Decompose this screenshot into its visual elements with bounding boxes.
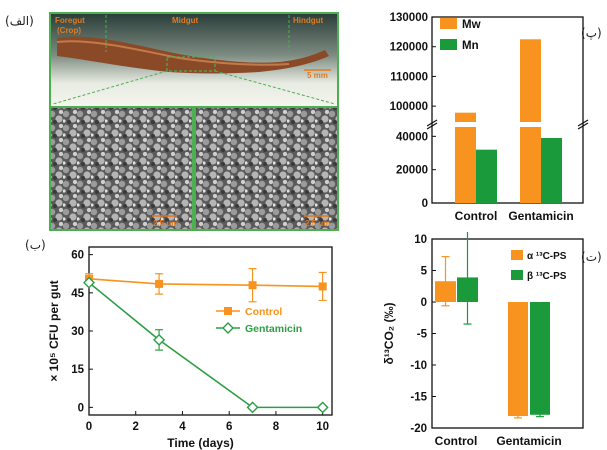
- y-tick-label: -5: [417, 329, 428, 341]
- molecular-weight-bar-chart: 0 20000 40000 100000 110000 120000 130000 Mw Mn C…: [390, 12, 589, 223]
- y-tick-label: 15: [71, 364, 84, 376]
- panel-label-a: (الف): [5, 14, 34, 28]
- midgut-label: Midgut: [172, 16, 199, 25]
- plot-frame: [431, 238, 584, 429]
- y-tick-label: 120000: [390, 42, 428, 54]
- y-tick-label: 40000: [396, 131, 428, 143]
- axis-break-mark-left: [426, 122, 438, 130]
- y-tick-label: 100000: [390, 101, 428, 113]
- x-tick-label: 0: [86, 421, 92, 433]
- y-tick-label: 0: [421, 297, 427, 309]
- y-tick-label: -15: [410, 392, 427, 404]
- hindgut-label: Hindgut: [293, 16, 324, 25]
- y-tick-label: 20000: [396, 165, 428, 177]
- y-axis-label: δ¹³CO₂ (‰): [382, 303, 396, 365]
- y-tick-label: 0: [78, 402, 84, 414]
- axis-break-band: [433, 122, 582, 127]
- legend-marker-control: [224, 307, 232, 315]
- axis-break-mark-right: [577, 119, 589, 127]
- plot-frame: [431, 16, 584, 204]
- legend-label-beta: β ¹³C-PS: [527, 271, 567, 282]
- y-tick-label: 130000: [390, 12, 428, 24]
- gut-photo-panel: Foregut (Crop) Midgut Hindgut 5 mm 2.5 μ…: [49, 12, 339, 231]
- legend-label-alpha: α ¹³C-PS: [527, 251, 567, 262]
- x-category-label: Control: [435, 434, 478, 448]
- panel-label-b: (ب): [25, 238, 46, 252]
- legend-label-control: Control: [245, 306, 282, 318]
- y-tick-label: 45: [71, 288, 84, 300]
- x-axis-label: Time (days): [167, 436, 233, 450]
- data-point-control: [248, 281, 257, 290]
- bar-mn-gentamicin: [541, 138, 562, 203]
- bar-mw-gentamicin: [520, 39, 541, 204]
- axis-break-mark-right: [577, 122, 589, 130]
- legend-label-mw: Mw: [462, 19, 481, 31]
- x-tick-label: 2: [133, 421, 139, 433]
- y-tick-label: 5: [421, 266, 428, 278]
- scale-bar-sem-right: 2.5 μm: [305, 219, 330, 228]
- zoom-region-box: [166, 56, 216, 72]
- legend-swatch-beta: [511, 270, 523, 280]
- x-tick-label: 4: [179, 421, 186, 433]
- y-tick-label: -20: [410, 423, 427, 435]
- series-line-control: [88, 278, 323, 288]
- x-tick-label: 8: [273, 421, 280, 433]
- crop-label: (Crop): [57, 26, 81, 35]
- bar-beta-gentamicin: [530, 302, 550, 415]
- sem-image-right: [196, 108, 337, 229]
- legend-swatch-alpha: [511, 250, 523, 260]
- y-tick-label: 10: [414, 234, 427, 246]
- data-point-gentamicin: [316, 401, 329, 414]
- x-category-label: Gentamicin: [508, 209, 573, 223]
- y-tick-label: -10: [410, 360, 427, 372]
- axis-break-mark-left: [426, 119, 438, 127]
- scale-bar-sem-left: 2.5 μm: [153, 219, 178, 228]
- legend-label-mn: Mn: [462, 40, 479, 52]
- data-point-control: [155, 279, 164, 288]
- bar-mw-control: [455, 112, 476, 203]
- x-tick-label: 10: [316, 421, 329, 433]
- cfu-line-chart: 0 2 4 6 8 10 0 15 30 45 60 Time (days) × 10⁵ CFU per…: [47, 246, 333, 450]
- legend-label-gentamicin: Gentamicin: [245, 323, 302, 335]
- x-tick-label: 6: [226, 421, 232, 433]
- x-category-label: Control: [455, 209, 498, 223]
- bar-mn-control: [476, 149, 497, 203]
- scale-bar-main: 5 mm: [307, 71, 328, 80]
- data-point-control: [318, 282, 327, 291]
- series-line-gentamicin: [88, 282, 323, 409]
- data-point-gentamicin: [246, 401, 259, 414]
- y-tick-label: 60: [71, 250, 84, 262]
- sem-image-left: [51, 108, 192, 229]
- bar-alpha-gentamicin: [508, 302, 528, 417]
- delta-13co2-bar-chart: -20 -15 -10 -5 0 5 10 δ¹³CO₂ (‰) α ¹³C-PS β ¹³C-P…: [382, 232, 584, 448]
- x-category-label: Gentamicin: [496, 434, 561, 448]
- legend-swatch-mw: [440, 18, 457, 29]
- y-axis-label: × 10⁵ CFU per gut: [47, 280, 61, 381]
- data-point-gentamicin: [83, 276, 95, 289]
- data-point-gentamicin: [153, 333, 166, 346]
- foregut-label: Foregut: [55, 16, 85, 25]
- y-tick-label: 30: [71, 326, 84, 338]
- legend-swatch-mn: [440, 39, 457, 50]
- legend-marker-gentamicin: [222, 322, 234, 334]
- y-tick-label: 0: [422, 198, 428, 210]
- y-tick-label: 110000: [390, 71, 428, 83]
